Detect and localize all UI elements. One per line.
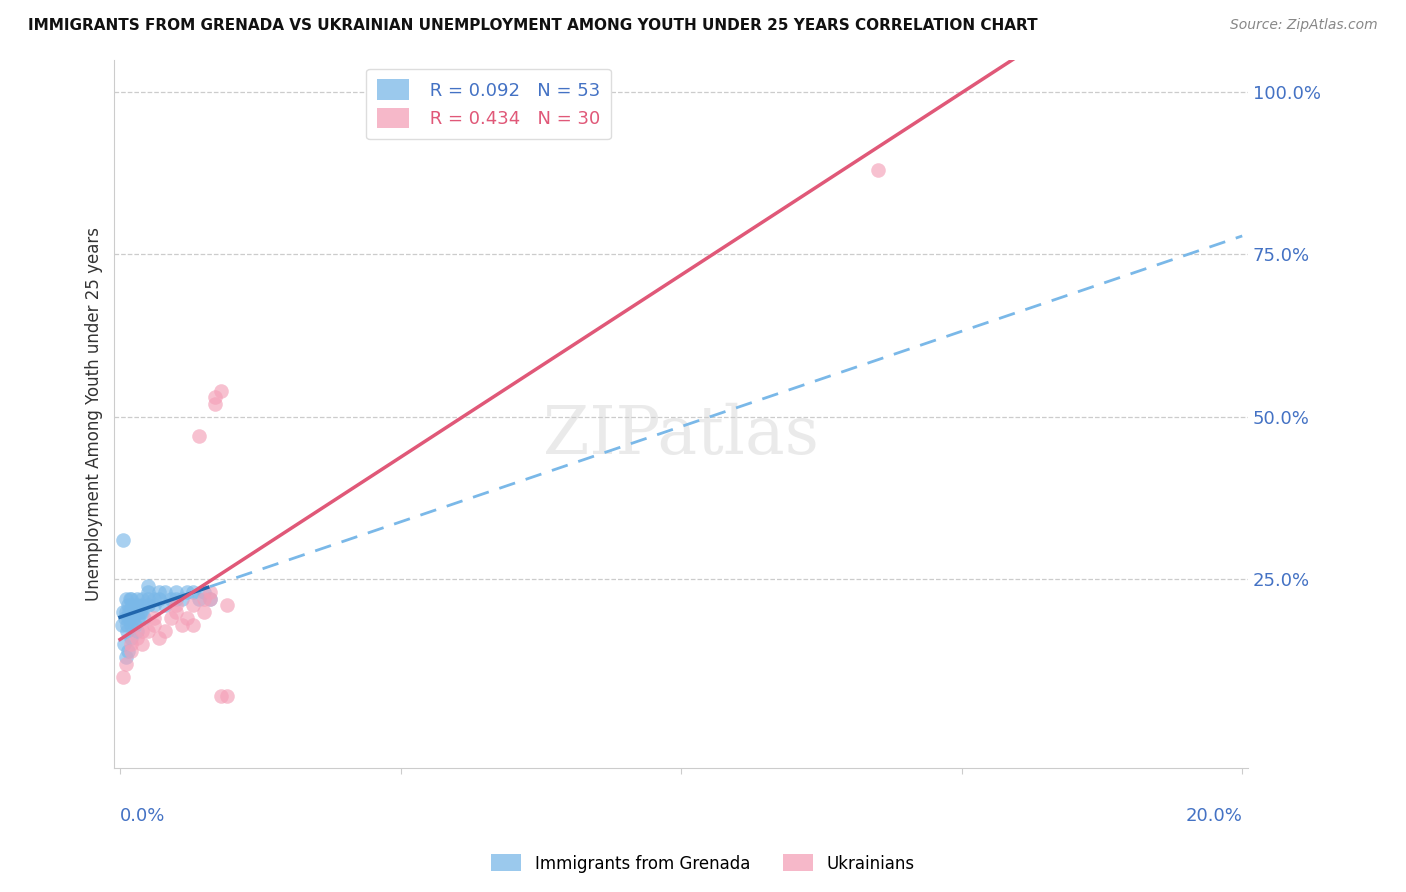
Legend:  R = 0.092   N = 53,  R = 0.434   N = 30: R = 0.092 N = 53, R = 0.434 N = 30: [366, 69, 610, 139]
Point: [125, 631, 148, 645]
Point: [187, 591, 209, 606]
Point: [136, 624, 159, 639]
Point: [125, 605, 148, 619]
Y-axis label: Unemployment Among Youth under 25 years: Unemployment Among Youth under 25 years: [86, 227, 103, 600]
Text: 20.0%: 20.0%: [1185, 806, 1243, 824]
Point: [159, 611, 181, 625]
Point: [131, 599, 153, 613]
Point: [170, 591, 193, 606]
Point: [118, 605, 141, 619]
Point: [142, 617, 165, 632]
Point: [114, 657, 136, 671]
Point: [215, 599, 238, 613]
Point: [132, 611, 155, 625]
Point: [165, 591, 187, 606]
Point: [125, 599, 148, 613]
Point: [136, 591, 159, 606]
Point: [187, 429, 209, 443]
Point: [165, 585, 187, 599]
Point: [120, 617, 142, 632]
Point: [181, 617, 204, 632]
Point: [114, 591, 136, 606]
Point: [112, 637, 135, 651]
Point: [114, 650, 136, 665]
Point: [142, 611, 165, 625]
Point: [114, 611, 136, 625]
Text: Source: ZipAtlas.com: Source: ZipAtlas.com: [1230, 18, 1378, 32]
Point: [117, 644, 139, 658]
Point: [153, 585, 176, 599]
Point: [181, 599, 204, 613]
Point: [131, 591, 153, 606]
Point: [866, 163, 889, 178]
Point: [198, 591, 221, 606]
Point: [117, 624, 139, 639]
Point: [120, 591, 142, 606]
Point: [148, 631, 170, 645]
Point: [193, 605, 215, 619]
Point: [118, 591, 141, 606]
Point: [131, 637, 153, 651]
Point: [111, 617, 134, 632]
Point: [120, 605, 142, 619]
Text: 0.0%: 0.0%: [120, 806, 166, 824]
Point: [122, 605, 145, 619]
Point: [136, 579, 159, 593]
Point: [198, 585, 221, 599]
Point: [131, 605, 153, 619]
Point: [111, 533, 134, 548]
Point: [170, 617, 193, 632]
Point: [136, 585, 159, 599]
Point: [193, 591, 215, 606]
Text: ZIPatlas: ZIPatlas: [543, 402, 820, 467]
Point: [165, 599, 187, 613]
Point: [127, 611, 149, 625]
Point: [215, 690, 238, 704]
Point: [148, 591, 170, 606]
Point: [117, 611, 139, 625]
Point: [131, 624, 153, 639]
Point: [111, 670, 134, 684]
Point: [176, 585, 198, 599]
Point: [111, 605, 134, 619]
Point: [204, 391, 226, 405]
Legend: Immigrants from Grenada, Ukrainians: Immigrants from Grenada, Ukrainians: [485, 847, 921, 880]
Point: [204, 397, 226, 411]
Point: [181, 585, 204, 599]
Point: [136, 599, 159, 613]
Point: [209, 690, 232, 704]
Point: [120, 611, 142, 625]
Point: [153, 599, 176, 613]
Point: [125, 591, 148, 606]
Point: [120, 631, 142, 645]
Point: [148, 585, 170, 599]
Point: [142, 591, 165, 606]
Point: [165, 605, 187, 619]
Point: [122, 611, 145, 625]
Point: [117, 599, 139, 613]
Point: [120, 644, 142, 658]
Point: [125, 624, 148, 639]
Point: [120, 637, 142, 651]
Point: [153, 624, 176, 639]
Point: [159, 591, 181, 606]
Point: [142, 599, 165, 613]
Point: [121, 599, 143, 613]
Point: [124, 617, 146, 632]
Point: [128, 605, 150, 619]
Point: [193, 585, 215, 599]
Point: [198, 591, 221, 606]
Point: [115, 617, 138, 632]
Point: [209, 384, 232, 398]
Point: [176, 611, 198, 625]
Point: [114, 605, 136, 619]
Text: IMMIGRANTS FROM GRENADA VS UKRAINIAN UNEMPLOYMENT AMONG YOUTH UNDER 25 YEARS COR: IMMIGRANTS FROM GRENADA VS UKRAINIAN UNE…: [28, 18, 1038, 33]
